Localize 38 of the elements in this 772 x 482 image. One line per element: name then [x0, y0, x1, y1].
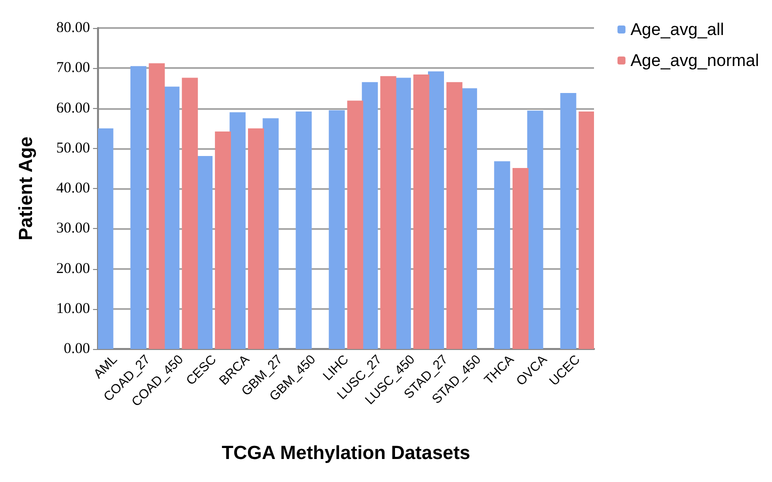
y-tick-label: 60.00 — [56, 100, 90, 116]
bar — [446, 82, 462, 349]
bar — [413, 74, 430, 349]
bar — [527, 110, 544, 349]
bar — [394, 78, 411, 349]
bar — [428, 71, 444, 349]
y-tick-label: 50.00 — [56, 140, 90, 156]
legend-label: Age_avg_all — [630, 20, 724, 39]
bar — [512, 168, 529, 349]
bar — [163, 86, 180, 349]
bar — [98, 128, 114, 349]
bar — [182, 78, 198, 349]
y-tick-label: 0.00 — [64, 341, 90, 357]
y-tick-label: 70.00 — [56, 60, 90, 76]
bar — [362, 82, 378, 349]
bar — [328, 110, 345, 349]
bar — [230, 112, 246, 349]
y-tick-label: 10.00 — [56, 300, 90, 317]
y-axis-title: Patient Age — [16, 136, 37, 240]
bar — [196, 156, 213, 349]
x-axis-title: TCGA Methylation Datasets — [222, 443, 470, 464]
y-tick-label: 30.00 — [56, 220, 90, 237]
legend-label: Age_avg_normal — [630, 51, 759, 70]
bar — [262, 118, 279, 349]
y-tick-label: 20.00 — [56, 260, 90, 277]
bar — [347, 100, 364, 349]
bar — [380, 76, 396, 349]
bar — [461, 88, 478, 349]
bar — [560, 93, 576, 349]
bar — [494, 161, 510, 349]
bar — [248, 128, 264, 349]
bar — [130, 66, 146, 349]
y-tick-label: 40.00 — [56, 180, 90, 196]
bar — [214, 132, 231, 349]
bar — [578, 111, 594, 349]
bar — [296, 111, 312, 349]
y-tick-label: 80.00 — [56, 20, 90, 36]
bar — [148, 63, 165, 349]
